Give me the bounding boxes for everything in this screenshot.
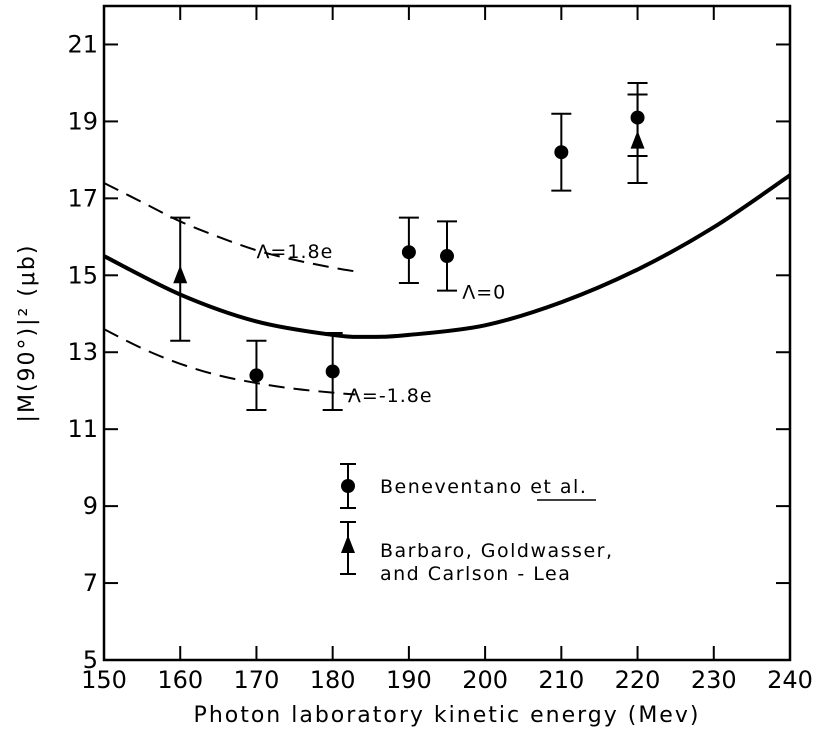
x-tick-label: 190 [386, 666, 432, 694]
circle-marker [554, 145, 569, 160]
circle-marker [325, 364, 340, 379]
x-tick-label: 240 [767, 666, 813, 694]
circle-marker [341, 479, 355, 493]
circle-marker [249, 368, 264, 383]
plot-frame [102, 4, 792, 662]
curve-label: Λ=0 [462, 281, 506, 303]
x-tick-label: 180 [310, 666, 356, 694]
triangle-marker [341, 535, 355, 553]
curve-line [103, 173, 792, 339]
legend-label: Barbaro, Goldwasser, [380, 540, 614, 562]
curve-line [103, 328, 356, 396]
triangle-marker [173, 265, 188, 284]
x-tick-label: 170 [234, 666, 280, 694]
y-tick-label: 11 [67, 415, 98, 443]
axes-layer: 150 160 170 180 190 200 210 220 230 240 5 7 9 11 13 15 1… [15, 6, 813, 728]
curve-label: Λ=-1.8e [348, 385, 433, 407]
legend-label: and Carlson - Lea [380, 563, 571, 585]
legend-label: Beneventano et al. [380, 476, 587, 498]
x-tick-label: 200 [462, 666, 508, 694]
x-tick-label: 230 [691, 666, 737, 694]
y-tick-label: 5 [83, 646, 98, 674]
circle-marker [401, 245, 416, 260]
y-tick-label: 15 [67, 261, 98, 289]
curve-label: Λ=1.8e [256, 241, 333, 263]
x-tick-label: 150 [81, 666, 127, 694]
circle-marker [440, 249, 454, 264]
y-tick-label: 9 [83, 492, 98, 520]
y-tick-label: 19 [67, 107, 98, 135]
y-tick-label: 17 [67, 184, 98, 212]
x-axis-title: Photon laboratory kinetic energy (Mev) [194, 703, 701, 728]
y-tick-label: 13 [67, 338, 98, 366]
y-tick-label: 21 [67, 30, 98, 58]
x-tick-label: 160 [157, 666, 203, 694]
points-layer [170, 81, 648, 411]
legend: Beneventano et al. Barbaro, Goldwasser,an… [340, 463, 614, 585]
triangle-marker [630, 130, 645, 149]
y-tick-label: 7 [83, 569, 98, 597]
x-tick-label: 210 [538, 666, 584, 694]
y-axis-title: |M(90°)|² (μb) [15, 244, 40, 423]
x-tick-label: 220 [615, 666, 661, 694]
curves-layer [103, 173, 792, 396]
labels-layer: Λ=0 Λ=1.8e Λ=-1.8e [256, 241, 506, 407]
